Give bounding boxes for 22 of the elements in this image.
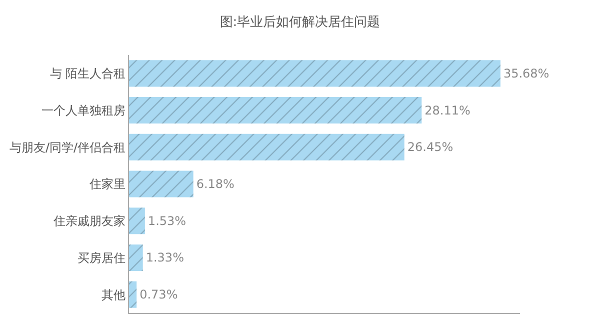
y-tick-label: 其他 <box>102 288 126 302</box>
y-tick-label: 买房居住 <box>78 250 126 265</box>
y-tick-label: 与 陌生人合租 <box>50 66 126 81</box>
bar <box>129 134 404 160</box>
y-tick-label: 住家里 <box>88 177 126 192</box>
bar <box>129 170 194 198</box>
bar <box>129 60 500 87</box>
data-label: 26.45% <box>407 140 454 154</box>
chart-title: 图:毕业后如何解决居住问题 <box>220 14 380 30</box>
y-tick-label: 一个人单独租房 <box>42 103 126 118</box>
data-label: 28.11% <box>424 103 470 118</box>
bar <box>129 281 137 308</box>
data-label: 1.53% <box>148 214 186 228</box>
bar <box>129 97 422 124</box>
data-label: 35.68% <box>503 66 550 80</box>
bar <box>129 208 145 234</box>
data-label: 1.33% <box>146 250 184 265</box>
y-tick-label: 住亲戚朋友家 <box>52 214 126 228</box>
data-label: 0.73% <box>140 288 178 302</box>
y-tick-label: 与朋友/同学/伴侣合租 <box>10 140 126 154</box>
bar <box>129 244 143 271</box>
data-label: 6.18% <box>196 177 234 191</box>
